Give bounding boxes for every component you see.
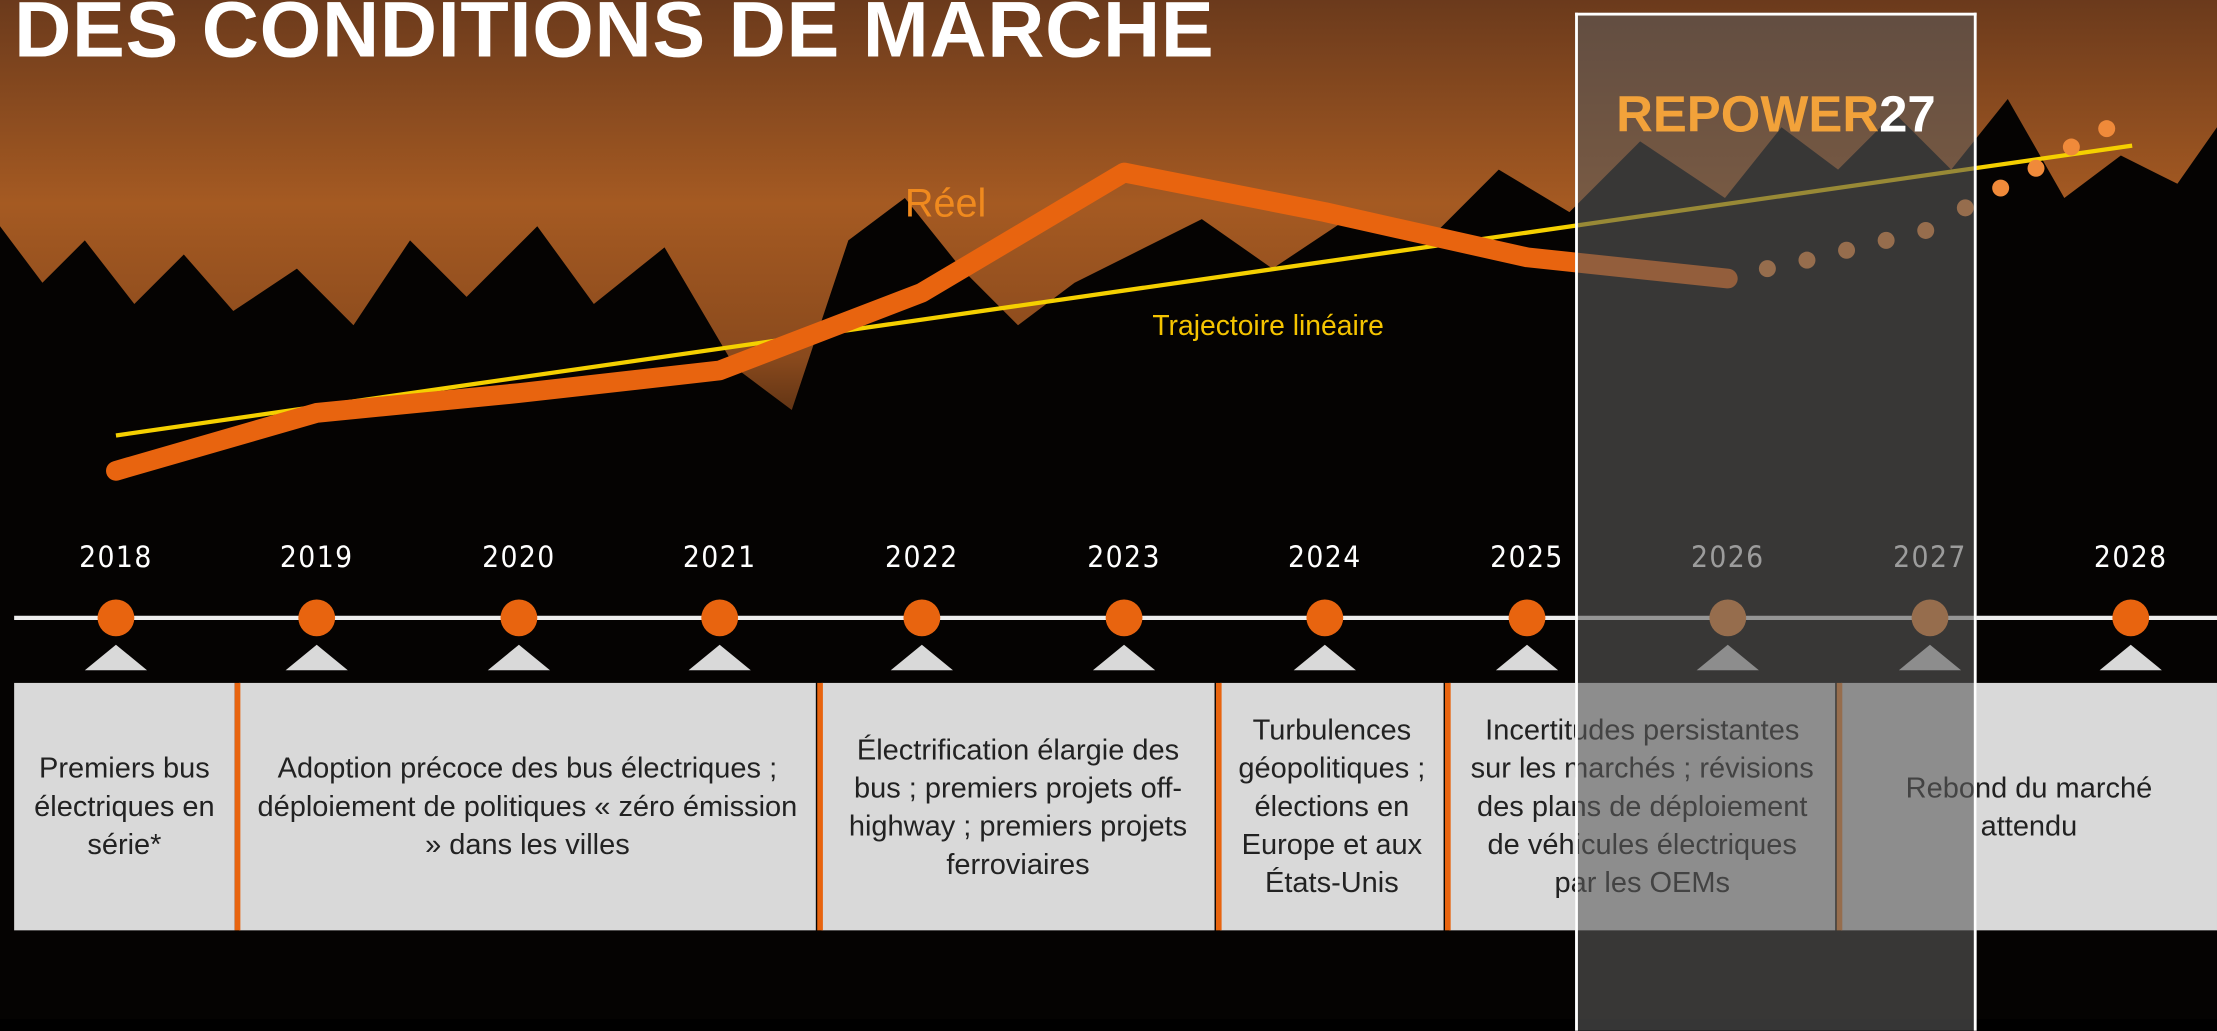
year-node bbox=[97, 599, 135, 637]
year-node bbox=[298, 599, 336, 637]
pointer bbox=[1495, 644, 1559, 671]
pointer bbox=[2099, 644, 2162, 671]
logo-number: 27 bbox=[1879, 84, 1936, 143]
milestone: Premiers bus électriques en série* bbox=[14, 682, 235, 931]
pointer bbox=[1092, 644, 1156, 671]
year-label: 2022 bbox=[885, 540, 959, 575]
highlight-frame bbox=[1575, 12, 1977, 1031]
year-node bbox=[701, 599, 739, 637]
divider bbox=[817, 682, 823, 931]
year-label: 2024 bbox=[1287, 540, 1362, 575]
divider bbox=[1215, 682, 1222, 931]
divider bbox=[234, 682, 241, 931]
year-label: 2020 bbox=[482, 540, 556, 575]
pointer bbox=[1293, 644, 1356, 671]
year-label: 2021 bbox=[682, 540, 757, 575]
actual-label: Réel bbox=[904, 180, 987, 225]
milestone: Électrification élargie des bus ; premie… bbox=[821, 682, 1215, 931]
pointer bbox=[688, 644, 751, 671]
logo-text: REPOWER bbox=[1616, 84, 1880, 143]
logo: REPOWER27 bbox=[1616, 85, 1936, 144]
title: DES CONDITIONS DE MARCHÉ bbox=[14, 0, 1215, 74]
year-node bbox=[1306, 599, 1344, 637]
trend-label: Trajectoire linéaire bbox=[1152, 311, 1384, 343]
year-node bbox=[1105, 599, 1143, 637]
pointer bbox=[890, 644, 953, 671]
year-node bbox=[500, 599, 538, 637]
pointer bbox=[487, 644, 551, 671]
year-node bbox=[2112, 599, 2150, 637]
year-node bbox=[1508, 599, 1546, 637]
pointer bbox=[84, 644, 148, 671]
year-node bbox=[903, 599, 941, 637]
year-label: 2025 bbox=[1490, 540, 1564, 575]
year-label: 2019 bbox=[279, 540, 354, 575]
year-label: 2023 bbox=[1087, 540, 1161, 575]
milestone: Adoption précoce des bus électriques ; d… bbox=[238, 682, 816, 931]
year-label: 2028 bbox=[2093, 540, 2168, 575]
year-label: 2018 bbox=[79, 540, 153, 575]
actual-line bbox=[106, 162, 1738, 481]
divider bbox=[1445, 682, 1451, 931]
milestone: Turbulences géopolitiques ; élections en… bbox=[1220, 682, 1444, 931]
pointer bbox=[285, 644, 348, 671]
